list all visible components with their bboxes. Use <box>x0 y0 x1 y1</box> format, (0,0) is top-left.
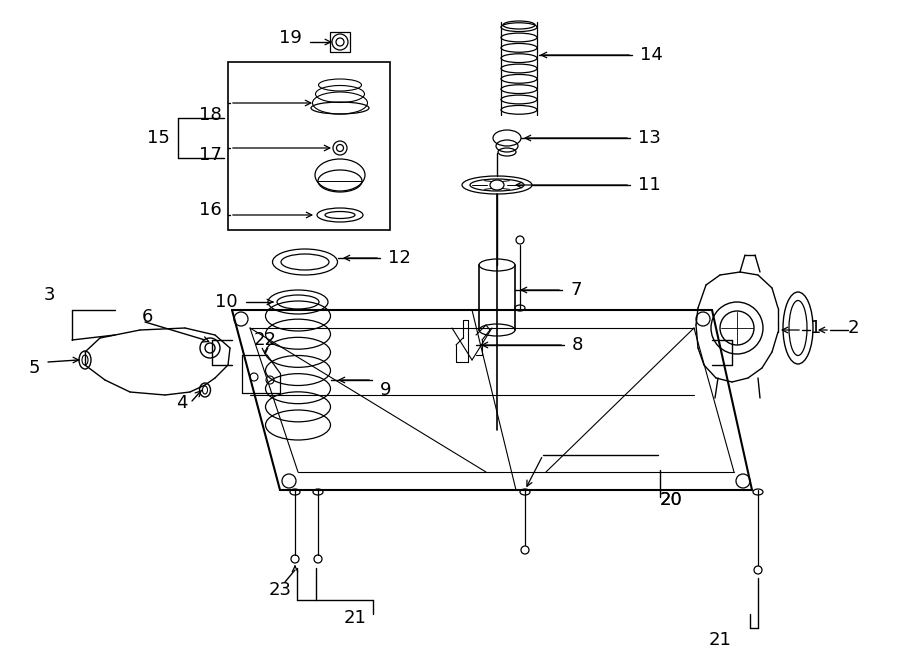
Text: 21: 21 <box>344 609 366 627</box>
Text: 11: 11 <box>638 176 661 194</box>
Text: 22: 22 <box>254 331 276 349</box>
Text: 17: 17 <box>199 146 222 164</box>
Text: 20: 20 <box>660 491 683 509</box>
Text: 3: 3 <box>43 286 55 304</box>
Text: 1: 1 <box>810 319 822 337</box>
Text: 15: 15 <box>147 129 170 147</box>
Text: 6: 6 <box>142 308 153 326</box>
Text: 8: 8 <box>572 336 583 354</box>
Text: 14: 14 <box>640 46 663 64</box>
Text: 21: 21 <box>708 631 732 649</box>
Text: 16: 16 <box>199 201 222 219</box>
Bar <box>228 62 390 230</box>
Text: 23: 23 <box>268 581 292 599</box>
Text: 4: 4 <box>176 394 188 412</box>
Text: 7: 7 <box>570 281 581 299</box>
Text: 5: 5 <box>29 359 40 377</box>
Text: 20: 20 <box>660 491 683 509</box>
Text: 2: 2 <box>848 319 860 337</box>
Text: 19: 19 <box>279 29 302 47</box>
Text: 18: 18 <box>199 106 222 124</box>
Bar <box>330 32 350 52</box>
Text: 12: 12 <box>388 249 411 267</box>
Text: 10: 10 <box>215 293 238 311</box>
Text: 9: 9 <box>380 381 392 399</box>
Text: 13: 13 <box>638 129 661 147</box>
